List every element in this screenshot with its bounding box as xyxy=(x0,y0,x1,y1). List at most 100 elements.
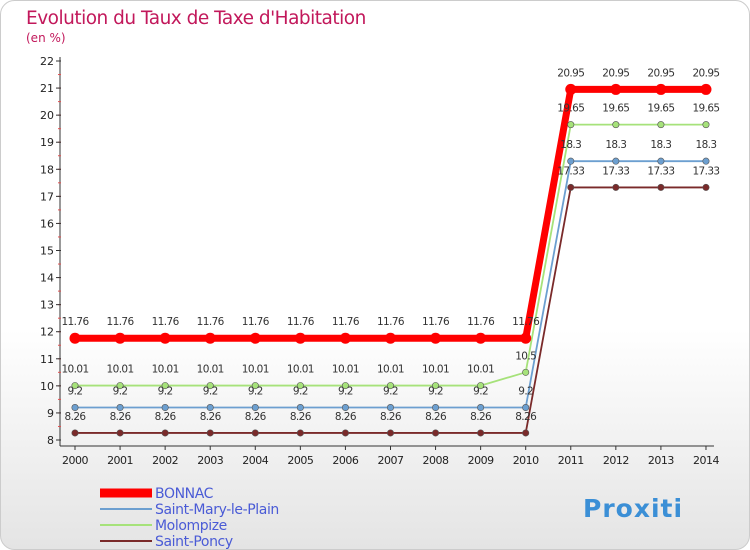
legend-label: BONNAC xyxy=(155,486,214,502)
data-point xyxy=(161,382,169,390)
x-tick-label: 2007 xyxy=(377,454,403,467)
data-label: 10.01 xyxy=(332,364,359,376)
data-point xyxy=(477,429,485,437)
data-point xyxy=(432,404,440,412)
y-tick-label: 21 xyxy=(40,82,54,95)
data-label: 11.76 xyxy=(107,316,135,328)
data-label: 11.76 xyxy=(422,316,450,328)
data-point xyxy=(116,382,124,390)
data-label: 11.76 xyxy=(377,316,405,328)
data-label: 18.3 xyxy=(695,139,716,151)
legend-label: Molompize xyxy=(155,518,227,534)
data-point xyxy=(475,332,487,344)
data-point xyxy=(610,83,622,95)
data-label: 10.01 xyxy=(377,364,404,376)
data-label: 9.2 xyxy=(383,386,398,398)
x-tick-label: 2005 xyxy=(287,454,313,467)
data-point xyxy=(161,404,169,412)
y-tick-label: 19 xyxy=(40,136,54,149)
data-point xyxy=(386,382,394,390)
y-tick-label: 15 xyxy=(40,245,54,258)
data-label: 17.33 xyxy=(602,165,629,177)
data-label: 20.95 xyxy=(692,67,719,79)
data-point xyxy=(567,121,575,129)
data-label: 9.2 xyxy=(338,386,353,398)
data-label: 18.3 xyxy=(560,139,581,151)
data-point xyxy=(520,332,532,344)
data-point xyxy=(249,332,261,344)
data-label: 8.26 xyxy=(425,411,447,423)
data-point xyxy=(206,404,214,412)
data-point xyxy=(702,183,710,191)
data-label: 20.95 xyxy=(557,67,584,79)
data-point xyxy=(700,83,712,95)
data-label: 8.26 xyxy=(245,411,267,423)
data-point xyxy=(657,157,665,165)
data-point xyxy=(612,157,620,165)
data-label: 8.26 xyxy=(200,411,222,423)
y-tick-label: 12 xyxy=(40,326,54,339)
data-label: 8.26 xyxy=(470,411,492,423)
data-point xyxy=(251,382,259,390)
data-point xyxy=(204,332,216,344)
data-point xyxy=(71,429,79,437)
data-label: 11.76 xyxy=(197,316,225,328)
data-label: 18.3 xyxy=(650,139,671,151)
data-label: 20.95 xyxy=(647,67,674,79)
data-labels: 8.26 8.26 8.26 8.26 8.26 8.26 8.26 8.26 8.26 8.26… xyxy=(61,67,720,423)
data-point xyxy=(341,429,349,437)
data-label: 10.5 xyxy=(515,350,536,362)
data-point xyxy=(657,183,665,191)
data-label: 8.26 xyxy=(110,411,132,423)
data-label: 18.3 xyxy=(605,139,626,151)
data-point xyxy=(477,382,485,390)
data-label: 10.01 xyxy=(61,364,88,376)
data-label: 9.2 xyxy=(428,386,443,398)
x-tick-label: 2010 xyxy=(513,454,539,467)
y-tick-label: 10 xyxy=(40,380,54,393)
x-tick-label: 2009 xyxy=(468,454,494,467)
data-point xyxy=(522,429,530,437)
data-label: 8.26 xyxy=(380,411,402,423)
chart-title: Evolution du Taux de Taxe d'Habitation xyxy=(26,8,366,29)
data-point xyxy=(386,429,394,437)
proxiti-logo: Proxiti xyxy=(583,494,683,523)
data-label: 8.26 xyxy=(290,411,312,423)
y-tick-label: 14 xyxy=(40,272,54,285)
data-point xyxy=(296,404,304,412)
data-point xyxy=(565,83,577,95)
data-label: 8.26 xyxy=(65,411,87,423)
data-point xyxy=(477,404,485,412)
data-label: 8.26 xyxy=(335,411,357,423)
data-point xyxy=(159,332,171,344)
data-point xyxy=(567,183,575,191)
data-point xyxy=(522,368,530,376)
axes: 8 9 10 11 12 13 14 15 16 17 18 19 20 21 22 2000 2001 2002… xyxy=(40,55,720,467)
x-tick-label: 2004 xyxy=(242,454,268,467)
y-tick-label: 8 xyxy=(47,434,54,447)
series-points xyxy=(69,83,712,437)
chart-subtitle: (en %) xyxy=(26,31,66,45)
data-label: 11.76 xyxy=(512,316,540,328)
data-point xyxy=(296,382,304,390)
legend: BONNACSaint-Mary-le-PlainMolompizeSaint-… xyxy=(100,486,279,550)
x-tick-label: 2008 xyxy=(423,454,449,467)
proxiti-logo-text: Proxiti xyxy=(583,494,683,523)
data-label: 10.01 xyxy=(242,364,269,376)
data-label: 8.26 xyxy=(155,411,177,423)
data-point xyxy=(296,429,304,437)
data-point xyxy=(341,382,349,390)
data-label: 20.95 xyxy=(602,67,629,79)
x-tick-label: 2002 xyxy=(152,454,178,467)
data-point xyxy=(69,332,81,344)
data-label: 9.2 xyxy=(113,386,128,398)
y-tick-label: 13 xyxy=(40,299,54,312)
data-point xyxy=(251,429,259,437)
data-label: 9.2 xyxy=(293,386,308,398)
x-tick-label: 2014 xyxy=(693,454,719,467)
data-label: 11.76 xyxy=(467,316,495,328)
data-point xyxy=(71,404,79,412)
data-point xyxy=(612,183,620,191)
data-point xyxy=(522,404,530,412)
